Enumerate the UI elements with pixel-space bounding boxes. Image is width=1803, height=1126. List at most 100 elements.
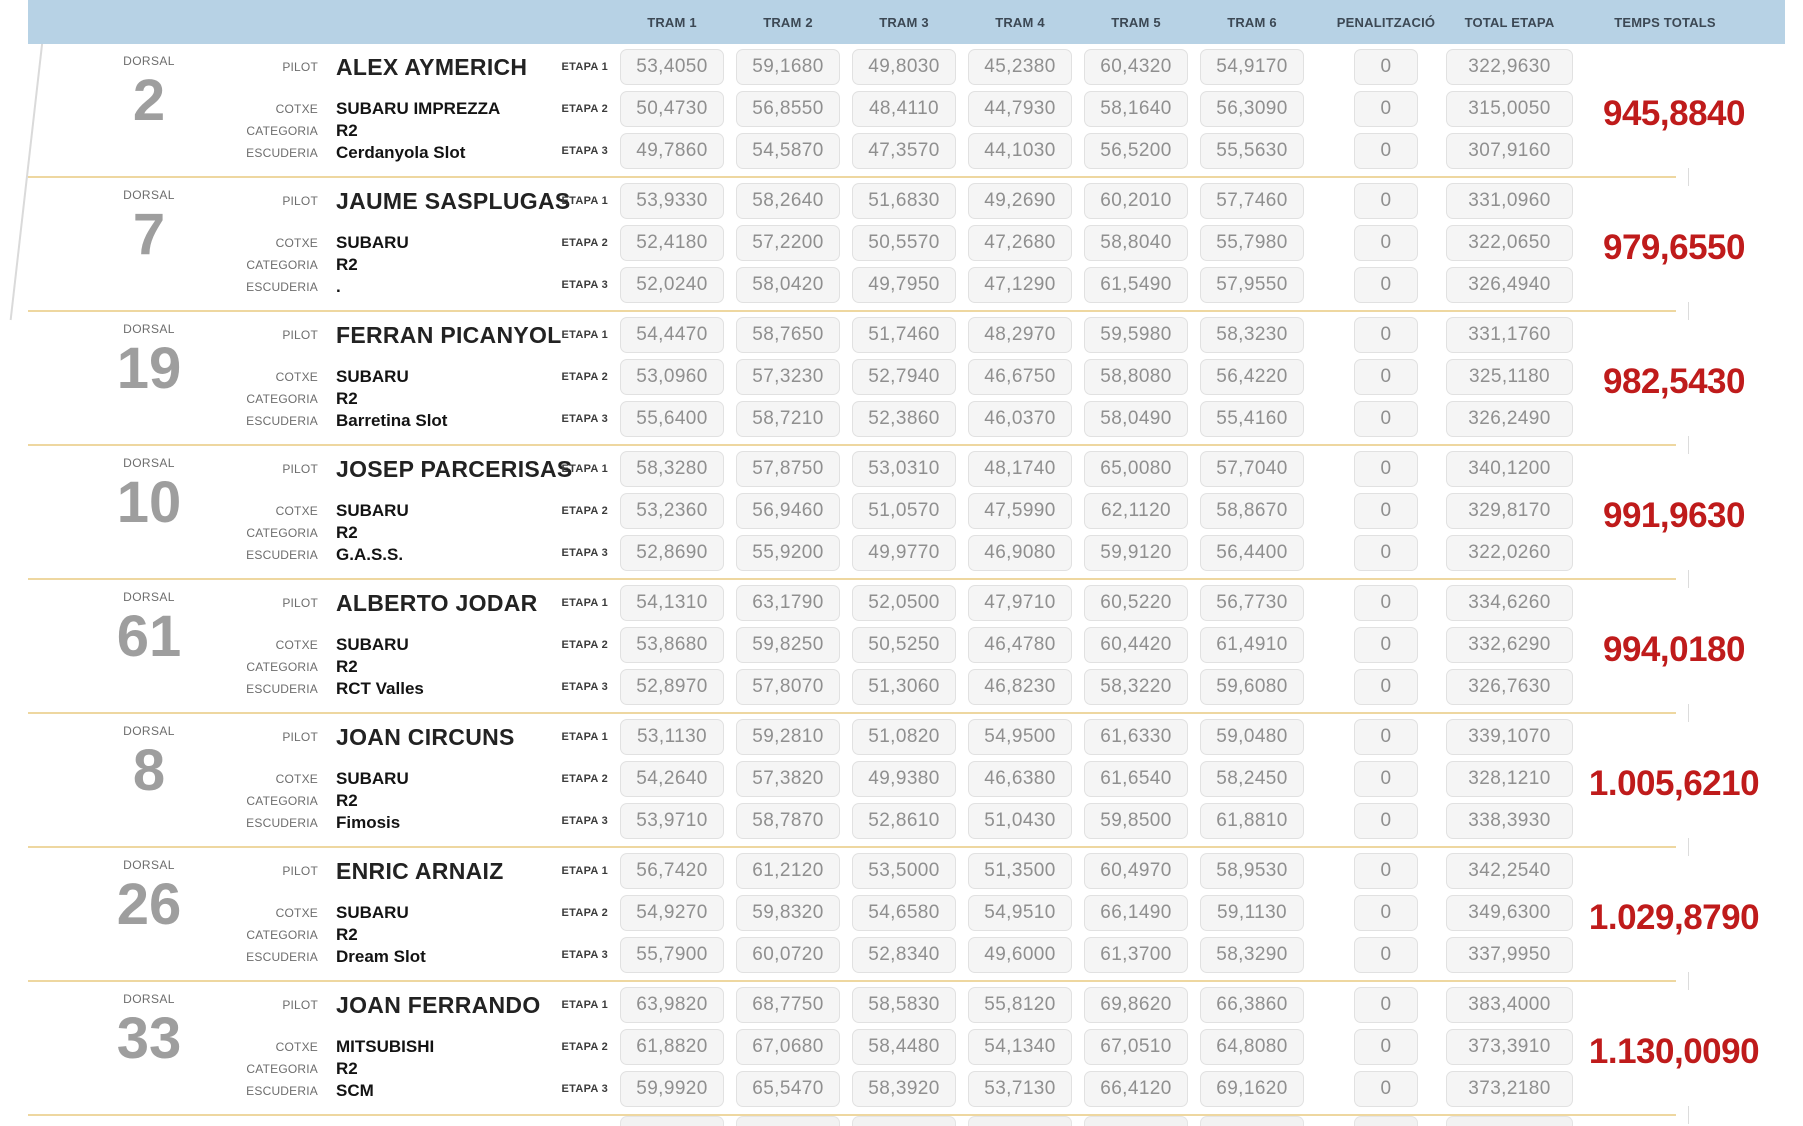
penalty-cell[interactable]: 0 (1354, 267, 1418, 303)
tram-time-cell[interactable]: 52,4180 (620, 225, 724, 261)
tram-time-cell[interactable]: 52,8610 (852, 803, 956, 839)
tram-time-cell[interactable]: 58,2640 (736, 183, 840, 219)
tram-time-cell[interactable]: 69,8620 (1084, 987, 1188, 1023)
tram-time-cell[interactable]: 56,7420 (620, 853, 724, 889)
tram-time-cell[interactable]: 66,1490 (1084, 895, 1188, 931)
tram-time-cell[interactable]: 44,1030 (968, 133, 1072, 169)
penalty-cell[interactable]: 0 (1354, 535, 1418, 571)
tram-time-cell[interactable]: 58,8080 (1084, 359, 1188, 395)
tram-time-cell[interactable]: 51,3060 (852, 669, 956, 705)
stage-total-cell[interactable]: 383,4000 (1446, 987, 1573, 1023)
tram-time-cell[interactable]: 58,8040 (1084, 225, 1188, 261)
stage-total-cell[interactable]: 328,1210 (1446, 761, 1573, 797)
tram-time-cell[interactable]: 55,7900 (620, 937, 724, 973)
tram-time-cell[interactable]: 58,9530 (1200, 853, 1304, 889)
tram-time-cell[interactable]: 65,5470 (736, 1071, 840, 1107)
tram-time-cell[interactable]: 61,2120 (736, 853, 840, 889)
stage-total-cell[interactable]: 332,6290 (1446, 627, 1573, 663)
tram-time-cell[interactable]: 55,6400 (620, 401, 724, 437)
tram-time-cell[interactable]: 57,7040 (1200, 451, 1304, 487)
tram-time-cell[interactable]: 60,4420 (1084, 627, 1188, 663)
tram-time-cell[interactable]: 59,9920 (620, 1071, 724, 1107)
tram-time-cell[interactable]: 53,0960 (620, 359, 724, 395)
stage-total-cell[interactable]: 326,2490 (1446, 401, 1573, 437)
tram-time-cell[interactable]: 54,9170 (1200, 49, 1304, 85)
tram-time-cell[interactable]: 65,0080 (1084, 451, 1188, 487)
tram-time-cell[interactable]: 52,0240 (620, 267, 724, 303)
tram-time-cell[interactable]: 51,0430 (968, 803, 1072, 839)
tram-time-cell[interactable]: 58,3230 (1200, 317, 1304, 353)
stage-total-cell[interactable]: 342,2540 (1446, 853, 1573, 889)
stage-total-cell[interactable]: 373,2180 (1446, 1071, 1573, 1107)
tram-time-cell[interactable]: 46,9080 (968, 535, 1072, 571)
tram-time-cell[interactable]: 61,4910 (1200, 627, 1304, 663)
tram-time-cell[interactable]: 56,8550 (736, 91, 840, 127)
tram-time-cell[interactable]: 59,8250 (736, 627, 840, 663)
penalty-cell[interactable]: 0 (1354, 91, 1418, 127)
tram-time-cell[interactable]: 53,8680 (620, 627, 724, 663)
tram-time-cell[interactable]: 55,7980 (1200, 225, 1304, 261)
tram-time-cell[interactable]: 58,7870 (736, 803, 840, 839)
tram-time-cell[interactable]: 59,8500 (1084, 803, 1188, 839)
penalty-cell[interactable]: 0 (1354, 451, 1418, 487)
tram-time-cell[interactable]: 52,8970 (620, 669, 724, 705)
tram-time-cell[interactable]: 47,3570 (852, 133, 956, 169)
tram-time-cell[interactable]: 56,5200 (1084, 133, 1188, 169)
tram-time-cell[interactable]: 57,8070 (736, 669, 840, 705)
tram-time-cell[interactable]: 49,9380 (852, 761, 956, 797)
tram-time-cell[interactable]: 59,2810 (736, 719, 840, 755)
tram-time-cell[interactable]: 51,7460 (852, 317, 956, 353)
penalty-cell[interactable]: 0 (1354, 719, 1418, 755)
tram-time-cell[interactable]: 47,9710 (968, 585, 1072, 621)
tram-time-cell[interactable]: 53,2360 (620, 493, 724, 529)
tram-time-cell[interactable]: 53,5000 (852, 853, 956, 889)
tram-time-cell[interactable]: 51,6830 (852, 183, 956, 219)
tram-time-cell[interactable]: 49,9770 (852, 535, 956, 571)
tram-time-cell[interactable]: 62,1120 (1084, 493, 1188, 529)
tram-time-cell[interactable]: 58,7210 (736, 401, 840, 437)
tram-time-cell[interactable]: 54,6580 (852, 895, 956, 931)
stage-total-cell[interactable]: 326,4940 (1446, 267, 1573, 303)
tram-time-cell[interactable]: 61,5490 (1084, 267, 1188, 303)
penalty-cell[interactable]: 0 (1354, 359, 1418, 395)
tram-time-cell[interactable]: 64,8080 (1200, 1029, 1304, 1065)
tram-time-cell[interactable]: 61,8820 (620, 1029, 724, 1065)
tram-time-cell[interactable]: 53,0310 (852, 451, 956, 487)
tram-time-cell[interactable]: 67,0680 (736, 1029, 840, 1065)
tram-time-cell[interactable]: 50,5250 (852, 627, 956, 663)
tram-time-cell[interactable]: 60,5220 (1084, 585, 1188, 621)
tram-time-cell[interactable]: 59,5980 (1084, 317, 1188, 353)
tram-time-cell[interactable]: 49,8030 (852, 49, 956, 85)
penalty-cell[interactable]: 0 (1354, 225, 1418, 261)
tram-time-cell[interactable]: 61,3700 (1084, 937, 1188, 973)
tram-time-cell[interactable]: 58,0420 (736, 267, 840, 303)
stage-total-cell[interactable]: 322,0650 (1446, 225, 1573, 261)
penalty-cell[interactable]: 0 (1354, 803, 1418, 839)
tram-time-cell[interactable]: 53,4050 (620, 49, 724, 85)
tram-time-cell[interactable]: 59,0480 (1200, 719, 1304, 755)
tram-time-cell[interactable]: 69,1620 (1200, 1071, 1304, 1107)
stage-total-cell[interactable]: 325,1180 (1446, 359, 1573, 395)
penalty-cell[interactable]: 0 (1354, 987, 1418, 1023)
tram-time-cell[interactable]: 47,5990 (968, 493, 1072, 529)
tram-time-cell[interactable]: 56,4220 (1200, 359, 1304, 395)
stage-total-cell[interactable]: 307,9160 (1446, 133, 1573, 169)
tram-time-cell[interactable]: 58,0490 (1084, 401, 1188, 437)
stage-total-cell[interactable]: 373,3910 (1446, 1029, 1573, 1065)
tram-time-cell[interactable]: 57,9550 (1200, 267, 1304, 303)
tram-time-cell[interactable]: 57,8750 (736, 451, 840, 487)
tram-time-cell[interactable]: 59,9120 (1084, 535, 1188, 571)
tram-time-cell[interactable]: 51,0820 (852, 719, 956, 755)
tram-time-cell[interactable]: 52,0500 (852, 585, 956, 621)
tram-time-cell[interactable]: 55,4160 (1200, 401, 1304, 437)
tram-time-cell[interactable]: 60,2010 (1084, 183, 1188, 219)
tram-time-cell[interactable]: 59,6080 (1200, 669, 1304, 705)
tram-time-cell[interactable]: 61,8810 (1200, 803, 1304, 839)
tram-time-cell[interactable]: 51,3500 (968, 853, 1072, 889)
stage-total-cell[interactable]: 349,6300 (1446, 895, 1573, 931)
tram-time-cell[interactable]: 58,3920 (852, 1071, 956, 1107)
tram-time-cell[interactable]: 54,1340 (968, 1029, 1072, 1065)
penalty-cell[interactable]: 0 (1354, 895, 1418, 931)
tram-time-cell[interactable]: 48,1740 (968, 451, 1072, 487)
tram-time-cell[interactable]: 59,1130 (1200, 895, 1304, 931)
